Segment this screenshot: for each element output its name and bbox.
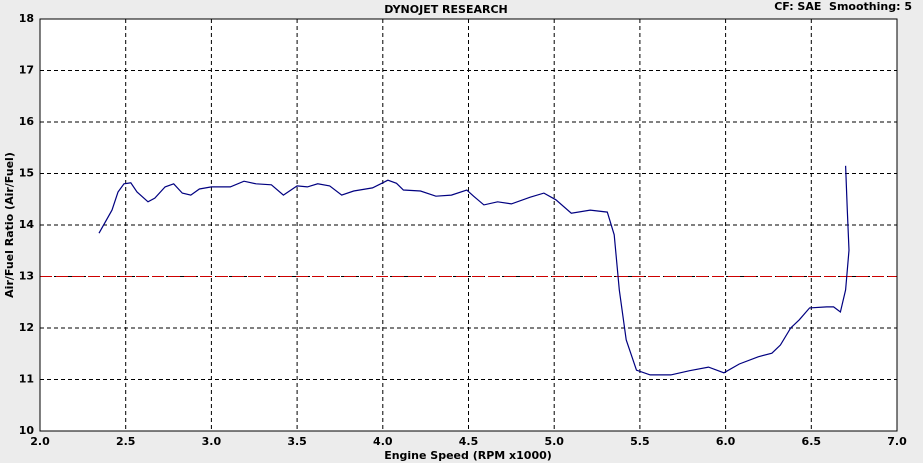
x-tick-label: 5.5 — [630, 435, 650, 448]
x-tick-label: 7.0 — [887, 435, 907, 448]
x-tick-label: 6.0 — [716, 435, 736, 448]
plot-frame — [39, 18, 898, 432]
y-tick-label: 10 — [19, 424, 35, 437]
x-tick-label: 2.0 — [30, 435, 50, 448]
y-tick-label: 15 — [19, 167, 34, 180]
subtitle: CF: SAE Smoothing: 5 — [774, 0, 912, 13]
y-tick-label: 18 — [19, 12, 34, 25]
x-tick-label: 3.0 — [202, 435, 222, 448]
y-tick-label: 16 — [19, 115, 35, 128]
x-tick-label: 4.5 — [459, 435, 479, 448]
x-tick-label: 4.0 — [373, 435, 393, 448]
data-line — [98, 165, 850, 376]
x-axis-title: Engine Speed (RPM x1000) — [384, 449, 552, 462]
y-tick-label: 17 — [19, 64, 34, 77]
x-tick-label: 5.0 — [544, 435, 564, 448]
y-tick-label: 13 — [19, 270, 34, 283]
y-axis-title: Air/Fuel Ratio (Air/Fuel) — [3, 152, 16, 298]
y-tick-label: 12 — [19, 321, 34, 334]
x-tick-label: 6.5 — [802, 435, 822, 448]
x-tick-label: 3.5 — [287, 435, 307, 448]
chart-title: DYNOJET RESEARCH — [384, 3, 507, 16]
x-tick-label: 2.5 — [116, 435, 136, 448]
y-tick-label: 11 — [19, 373, 34, 386]
y-tick-label: 14 — [19, 218, 35, 231]
